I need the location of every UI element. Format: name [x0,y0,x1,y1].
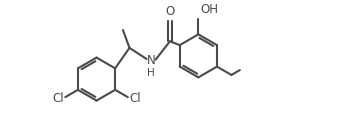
Text: H: H [147,68,155,78]
Text: N: N [147,54,155,67]
Text: Cl: Cl [52,92,64,105]
Text: Cl: Cl [129,92,141,105]
Text: O: O [165,5,175,18]
Text: OH: OH [200,3,218,16]
